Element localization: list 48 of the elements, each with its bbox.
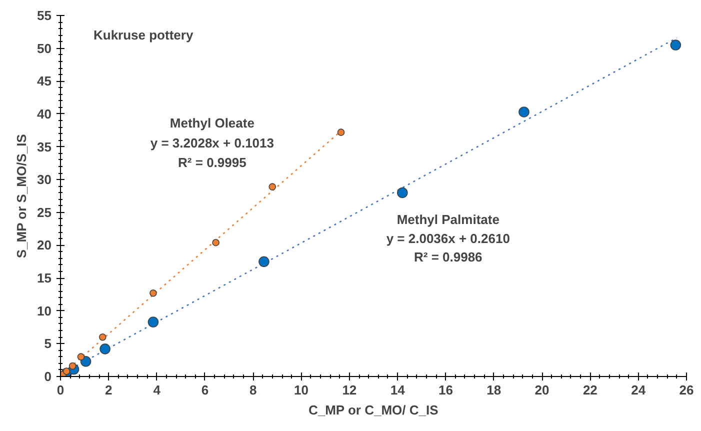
y-tick-label: 15 <box>37 270 52 286</box>
y-axis-title: S_MP or S_MO/S_IS <box>14 134 30 258</box>
x-tick-label: 24 <box>631 382 646 398</box>
y-tick-label: 20 <box>37 238 52 253</box>
y-tick-label: 50 <box>37 40 52 56</box>
y-tick-label: 10 <box>37 303 52 318</box>
point <box>258 256 270 268</box>
x-tick-label: 6 <box>201 382 209 398</box>
point <box>396 187 408 198</box>
x-tick-label: 8 <box>250 382 257 398</box>
y-tick-label: 35 <box>37 139 52 154</box>
x-axis-title: C_MP or C_MO/ C_IS <box>308 402 439 418</box>
y-tick-label: 45 <box>37 74 52 89</box>
y-tick-label: 40 <box>37 106 52 122</box>
annotation: y = 2.0036x + 0.2610 <box>386 231 510 246</box>
x-tick-label: 10 <box>294 382 309 398</box>
point <box>77 353 85 360</box>
x-tick-label: 22 <box>582 382 598 398</box>
x-tick-label: 18 <box>486 382 502 398</box>
y-tick-label: 25 <box>37 204 52 220</box>
x-tick-label: 4 <box>153 382 162 398</box>
annotation: Methyl Palmitate <box>396 212 500 228</box>
x-tick-label: 12 <box>342 382 357 398</box>
point <box>670 40 682 50</box>
point <box>100 344 110 354</box>
point <box>98 333 106 341</box>
x-tick-label: 20 <box>534 382 550 398</box>
x-tick-label: 0 <box>56 382 64 398</box>
point <box>268 183 276 190</box>
annotation: R² = 0.9995 <box>178 155 246 170</box>
point <box>337 128 345 136</box>
annotation: Kukruse pottery <box>93 28 194 43</box>
y-tick-label: 55 <box>37 8 52 23</box>
x-tick-label: 14 <box>390 382 406 398</box>
annotation: R² = 0.9986 <box>414 250 482 265</box>
point <box>212 238 220 246</box>
y-tick-label: 5 <box>44 336 52 352</box>
y-tick-label: 30 <box>37 172 52 188</box>
point <box>150 290 157 297</box>
y-tick-label: 0 <box>44 369 52 384</box>
point <box>518 106 530 118</box>
x-tick-label: 16 <box>438 382 453 398</box>
point <box>68 362 76 370</box>
annotation: y = 3.2028x + 0.1013 <box>150 135 274 150</box>
x-tick-label: 2 <box>105 382 112 398</box>
annotation: Methyl Oleate <box>170 116 254 131</box>
point <box>148 316 159 328</box>
x-tick-label: 26 <box>679 382 694 398</box>
